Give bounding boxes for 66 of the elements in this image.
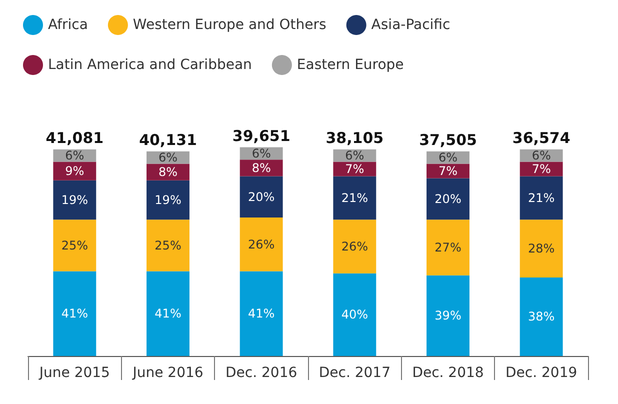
data-label: 21% — [528, 190, 555, 205]
legend-label: Asia-Pacific — [371, 17, 450, 33]
data-label: 25% — [154, 238, 182, 252]
data-label: 41% — [154, 306, 182, 321]
bar — [53, 162, 96, 180]
bar — [146, 271, 190, 356]
data-label: 41% — [61, 306, 88, 321]
legend-label: Latin America and Caribbean — [48, 57, 252, 73]
bar — [520, 277, 563, 356]
text: 38,105 — [326, 128, 384, 147]
bar — [53, 271, 96, 356]
data-label: 27% — [434, 240, 462, 254]
data-label: 41% — [248, 306, 275, 321]
legend-label: Africa — [48, 17, 88, 33]
x-tick-label: Dec. 2016 — [226, 365, 298, 381]
data-label: 8% — [158, 165, 178, 180]
bar — [426, 220, 470, 276]
text: 39,651 — [232, 126, 290, 145]
data-label: 6% — [158, 150, 178, 165]
legend-label: Eastern Europe — [296, 57, 404, 73]
data-label: 25% — [61, 238, 88, 252]
data-label: 8% — [252, 160, 271, 175]
data-label: 9% — [65, 164, 84, 178]
bar — [53, 180, 96, 220]
data-label: 6% — [438, 150, 458, 165]
bar — [240, 218, 283, 272]
data-label: 26% — [248, 237, 275, 252]
bar — [426, 178, 470, 220]
data-label: 21% — [341, 190, 368, 205]
x-tick-label: Dec. 2018 — [412, 365, 484, 381]
data-label: 6% — [65, 148, 84, 163]
bar — [240, 176, 283, 218]
bar — [520, 220, 563, 278]
annotation: 37,505 — [419, 130, 477, 149]
data-label: 7% — [532, 162, 551, 176]
bar — [53, 220, 96, 272]
x-tick-label: June 2016 — [132, 365, 204, 381]
text: 41,081 — [46, 128, 104, 147]
data-label: 19% — [154, 192, 182, 207]
data-label: 7% — [345, 162, 364, 176]
bar — [333, 176, 376, 220]
data-label: 28% — [528, 242, 555, 256]
bar — [333, 220, 376, 274]
data-label: 6% — [532, 148, 551, 163]
bar — [146, 220, 190, 272]
x-tick-label: Dec. 2017 — [318, 365, 390, 381]
data-label: 39% — [434, 308, 462, 323]
data-label: 20% — [248, 190, 275, 204]
text: 36,574 — [512, 128, 570, 147]
bar — [240, 271, 283, 356]
data-label: 38% — [528, 310, 555, 324]
legend-label: Western Europe and Others — [132, 17, 326, 33]
x-tick-label: June 2015 — [38, 365, 110, 381]
data-label: 6% — [345, 148, 364, 163]
bar — [146, 180, 190, 220]
x-tick-label: Dec. 2019 — [506, 365, 578, 381]
bar — [426, 275, 470, 356]
data-label: 20% — [434, 192, 462, 206]
data-label: 40% — [341, 308, 368, 322]
data-label: 26% — [341, 239, 368, 254]
bar — [333, 273, 376, 356]
annotation: 40,131 — [139, 130, 197, 149]
bar — [520, 176, 563, 220]
data-label: 6% — [252, 146, 271, 160]
data-label: 7% — [438, 164, 458, 178]
data-label: 19% — [61, 192, 88, 207]
